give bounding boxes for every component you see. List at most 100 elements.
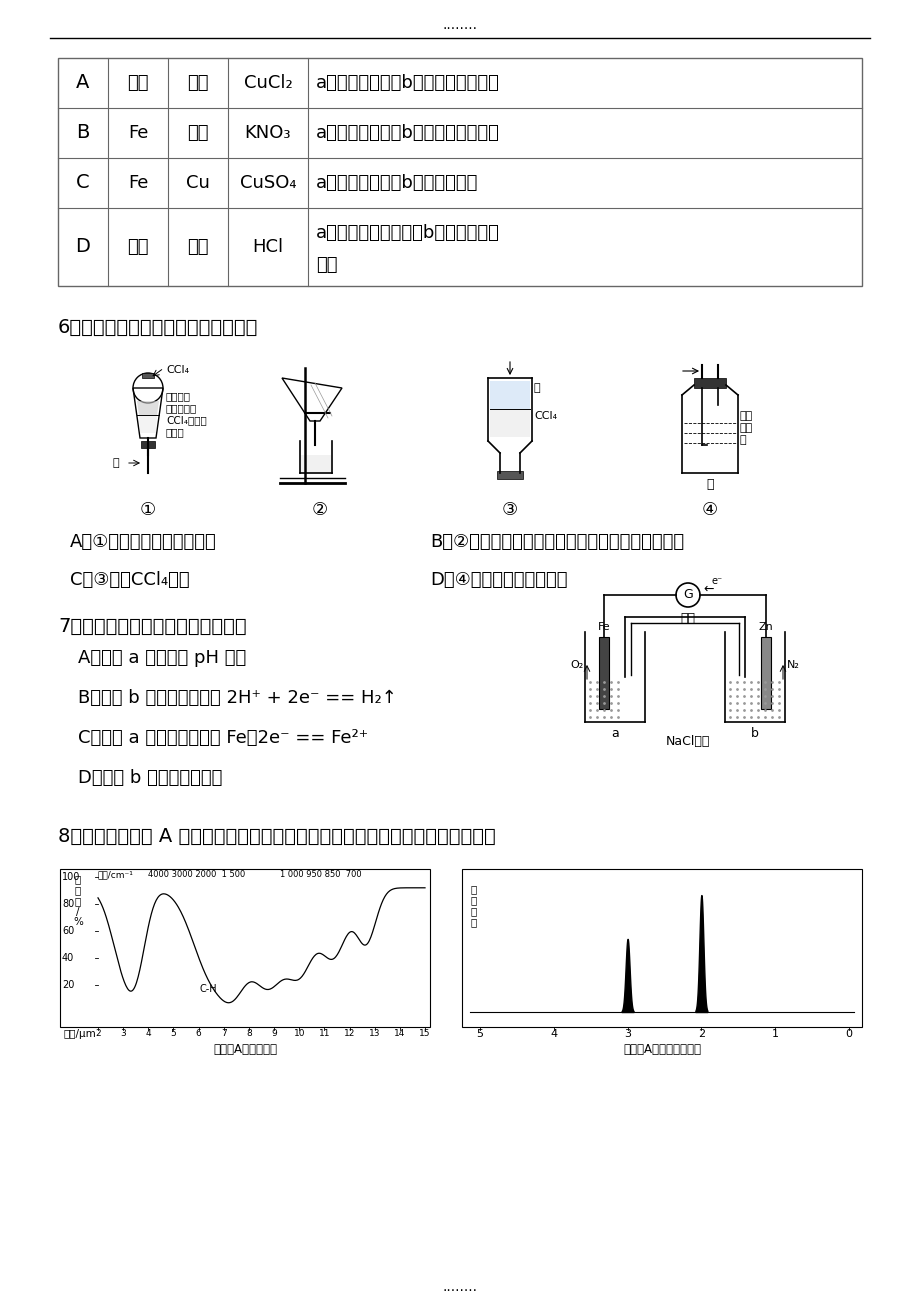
Text: 100: 100 (62, 872, 80, 882)
Text: －: － (706, 478, 713, 491)
Text: A: A (76, 73, 89, 93)
Text: 未知物A的红外光谱: 未知物A的红外光谱 (213, 1043, 277, 1056)
Text: 水: 水 (739, 435, 746, 444)
Text: C．③分离CCl₄和水: C．③分离CCl₄和水 (70, 571, 189, 589)
Text: 4: 4 (550, 1029, 557, 1039)
Text: 盐桥: 盐桥 (680, 613, 695, 626)
Text: 3: 3 (120, 1029, 126, 1038)
Bar (60, 869, 429, 1027)
Text: ②: ② (312, 501, 328, 519)
Text: 强: 强 (471, 906, 477, 916)
Text: 9: 9 (271, 1029, 277, 1038)
Text: 5: 5 (476, 1029, 483, 1039)
Text: 石墨: 石墨 (187, 238, 209, 256)
Text: 8、已知某有机物 A 的红外光谱和核磁共振氢谱如下图所示，下列说法中错误的是: 8、已知某有机物 A 的红外光谱和核磁共振氢谱如下图所示，下列说法中错误的是 (58, 827, 495, 846)
Text: 率: 率 (74, 897, 81, 906)
Text: %: % (73, 918, 83, 927)
Text: 7: 7 (221, 1029, 226, 1038)
Text: 20: 20 (62, 980, 74, 989)
Bar (693, 378, 725, 388)
Bar (490, 409, 529, 437)
Text: 40: 40 (62, 953, 74, 963)
Text: ........: ........ (442, 1280, 477, 1294)
Text: HCl: HCl (252, 238, 283, 256)
Text: O₂: O₂ (570, 660, 583, 670)
Text: G: G (683, 588, 692, 601)
Bar (490, 382, 529, 409)
Text: CCl₄: CCl₄ (165, 365, 189, 375)
Text: NaCl溶液: NaCl溶液 (665, 735, 709, 748)
Text: ③: ③ (502, 501, 517, 519)
Text: ①: ① (140, 501, 156, 519)
Text: 后静置: 后静置 (165, 427, 185, 437)
Text: 6: 6 (196, 1029, 201, 1038)
Text: 4000 3000 2000  1 500: 4000 3000 2000 1 500 (148, 870, 245, 880)
Text: D: D (75, 238, 90, 256)
Text: /: / (76, 907, 80, 918)
Text: 7、根据下图，下列判断中正确的是: 7、根据下图，下列判断中正确的是 (58, 617, 246, 637)
Text: Cu: Cu (186, 174, 210, 192)
Text: 水: 水 (113, 457, 119, 468)
Text: B: B (76, 123, 89, 142)
Text: ←: ← (702, 583, 713, 596)
Bar (141, 440, 154, 448)
Text: a电极放出无色气体，b电极放出无色: a电极放出无色气体，b电极放出无色 (315, 223, 499, 242)
Text: ........: ........ (442, 18, 477, 31)
Text: B．烧杯 b 中发生的反应为 2H⁺ + 2e⁻ == H₂↑: B．烧杯 b 中发生的反应为 2H⁺ + 2e⁻ == H₂↑ (78, 689, 396, 707)
Bar (58, 58, 861, 286)
Text: D．④除去氯气中的氯化氢: D．④除去氯气中的氯化氢 (429, 571, 567, 589)
Bar (760, 637, 770, 708)
Text: a电极质量增加，b电极放出无色气体: a电极质量增加，b电极放出无色气体 (315, 74, 499, 91)
Text: b: b (750, 727, 758, 740)
Text: 石墨: 石墨 (127, 238, 149, 256)
Text: e⁻: e⁻ (711, 576, 722, 586)
Text: C．烧杯 a 中发生的反应为 Fe－2e⁻ == Fe²⁺: C．烧杯 a 中发生的反应为 Fe－2e⁻ == Fe²⁺ (78, 729, 368, 748)
Text: 2: 2 (698, 1029, 704, 1039)
Text: B．②洗浤沉淠时，向漏斗中加适量水，搞拌并滤干: B．②洗浤沉淠时，向漏斗中加适量水，搞拌并滤干 (429, 533, 684, 552)
Text: CuSO₄: CuSO₄ (240, 174, 296, 192)
Text: 80: 80 (62, 899, 74, 908)
Text: A．烧杯 a 中的溶液 pH 降低: A．烧杯 a 中的溶液 pH 降低 (78, 650, 246, 667)
Text: 8: 8 (245, 1029, 252, 1038)
Text: 过: 过 (74, 885, 81, 895)
Text: Fe: Fe (597, 622, 609, 633)
Text: 11: 11 (318, 1029, 330, 1038)
Text: 先加入碘: 先加入碘 (165, 391, 191, 401)
Text: 3: 3 (623, 1029, 630, 1039)
Text: A．①液体分层，下层呼无色: A．①液体分层，下层呼无色 (70, 533, 217, 552)
Text: 收: 收 (471, 895, 477, 904)
Text: 10: 10 (293, 1029, 305, 1038)
Text: 5: 5 (170, 1029, 176, 1038)
Text: 波长/μm: 波长/μm (64, 1029, 96, 1039)
Text: a电极质量增加，b电极质量减少: a电极质量增加，b电极质量减少 (315, 174, 478, 192)
Polygon shape (139, 416, 157, 433)
Text: CCl₄，振荡: CCl₄，振荡 (165, 416, 207, 425)
Polygon shape (137, 401, 159, 416)
Text: 未知物A的核磁共振氢谱: 未知物A的核磁共振氢谱 (622, 1043, 700, 1056)
Text: N₂: N₂ (786, 660, 799, 670)
Text: 石墨: 石墨 (187, 74, 209, 91)
Text: 石墨: 石墨 (187, 124, 209, 142)
Text: 透: 透 (74, 874, 81, 884)
Text: 6、下列有关实验原理或操作正确的是: 6、下列有关实验原理或操作正确的是 (58, 318, 258, 337)
Text: 波数/cm⁻¹: 波数/cm⁻¹ (98, 870, 134, 880)
Text: 13: 13 (369, 1029, 380, 1038)
Bar (461, 869, 861, 1027)
Bar (598, 637, 608, 708)
Text: 气体: 气体 (315, 256, 337, 274)
Text: 水: 水 (533, 383, 540, 393)
Text: CCl₄: CCl₄ (533, 410, 557, 421)
Bar (142, 372, 153, 378)
Text: CuCl₂: CuCl₂ (244, 74, 292, 91)
Text: 0: 0 (845, 1029, 852, 1039)
Text: 水，再加入: 水，再加入 (165, 403, 197, 413)
Text: 12: 12 (344, 1029, 355, 1038)
Text: 2: 2 (95, 1029, 101, 1038)
Text: 饱和: 饱和 (739, 410, 753, 421)
Text: Zn: Zn (758, 622, 773, 633)
Text: 14: 14 (393, 1029, 405, 1038)
Text: a电极质量增加，b电极放出无色气体: a电极质量增加，b电极放出无色气体 (315, 124, 499, 142)
Text: 60: 60 (62, 925, 74, 936)
Text: 4: 4 (145, 1029, 151, 1038)
Text: 1 000 950 850  700: 1 000 950 850 700 (279, 870, 361, 880)
